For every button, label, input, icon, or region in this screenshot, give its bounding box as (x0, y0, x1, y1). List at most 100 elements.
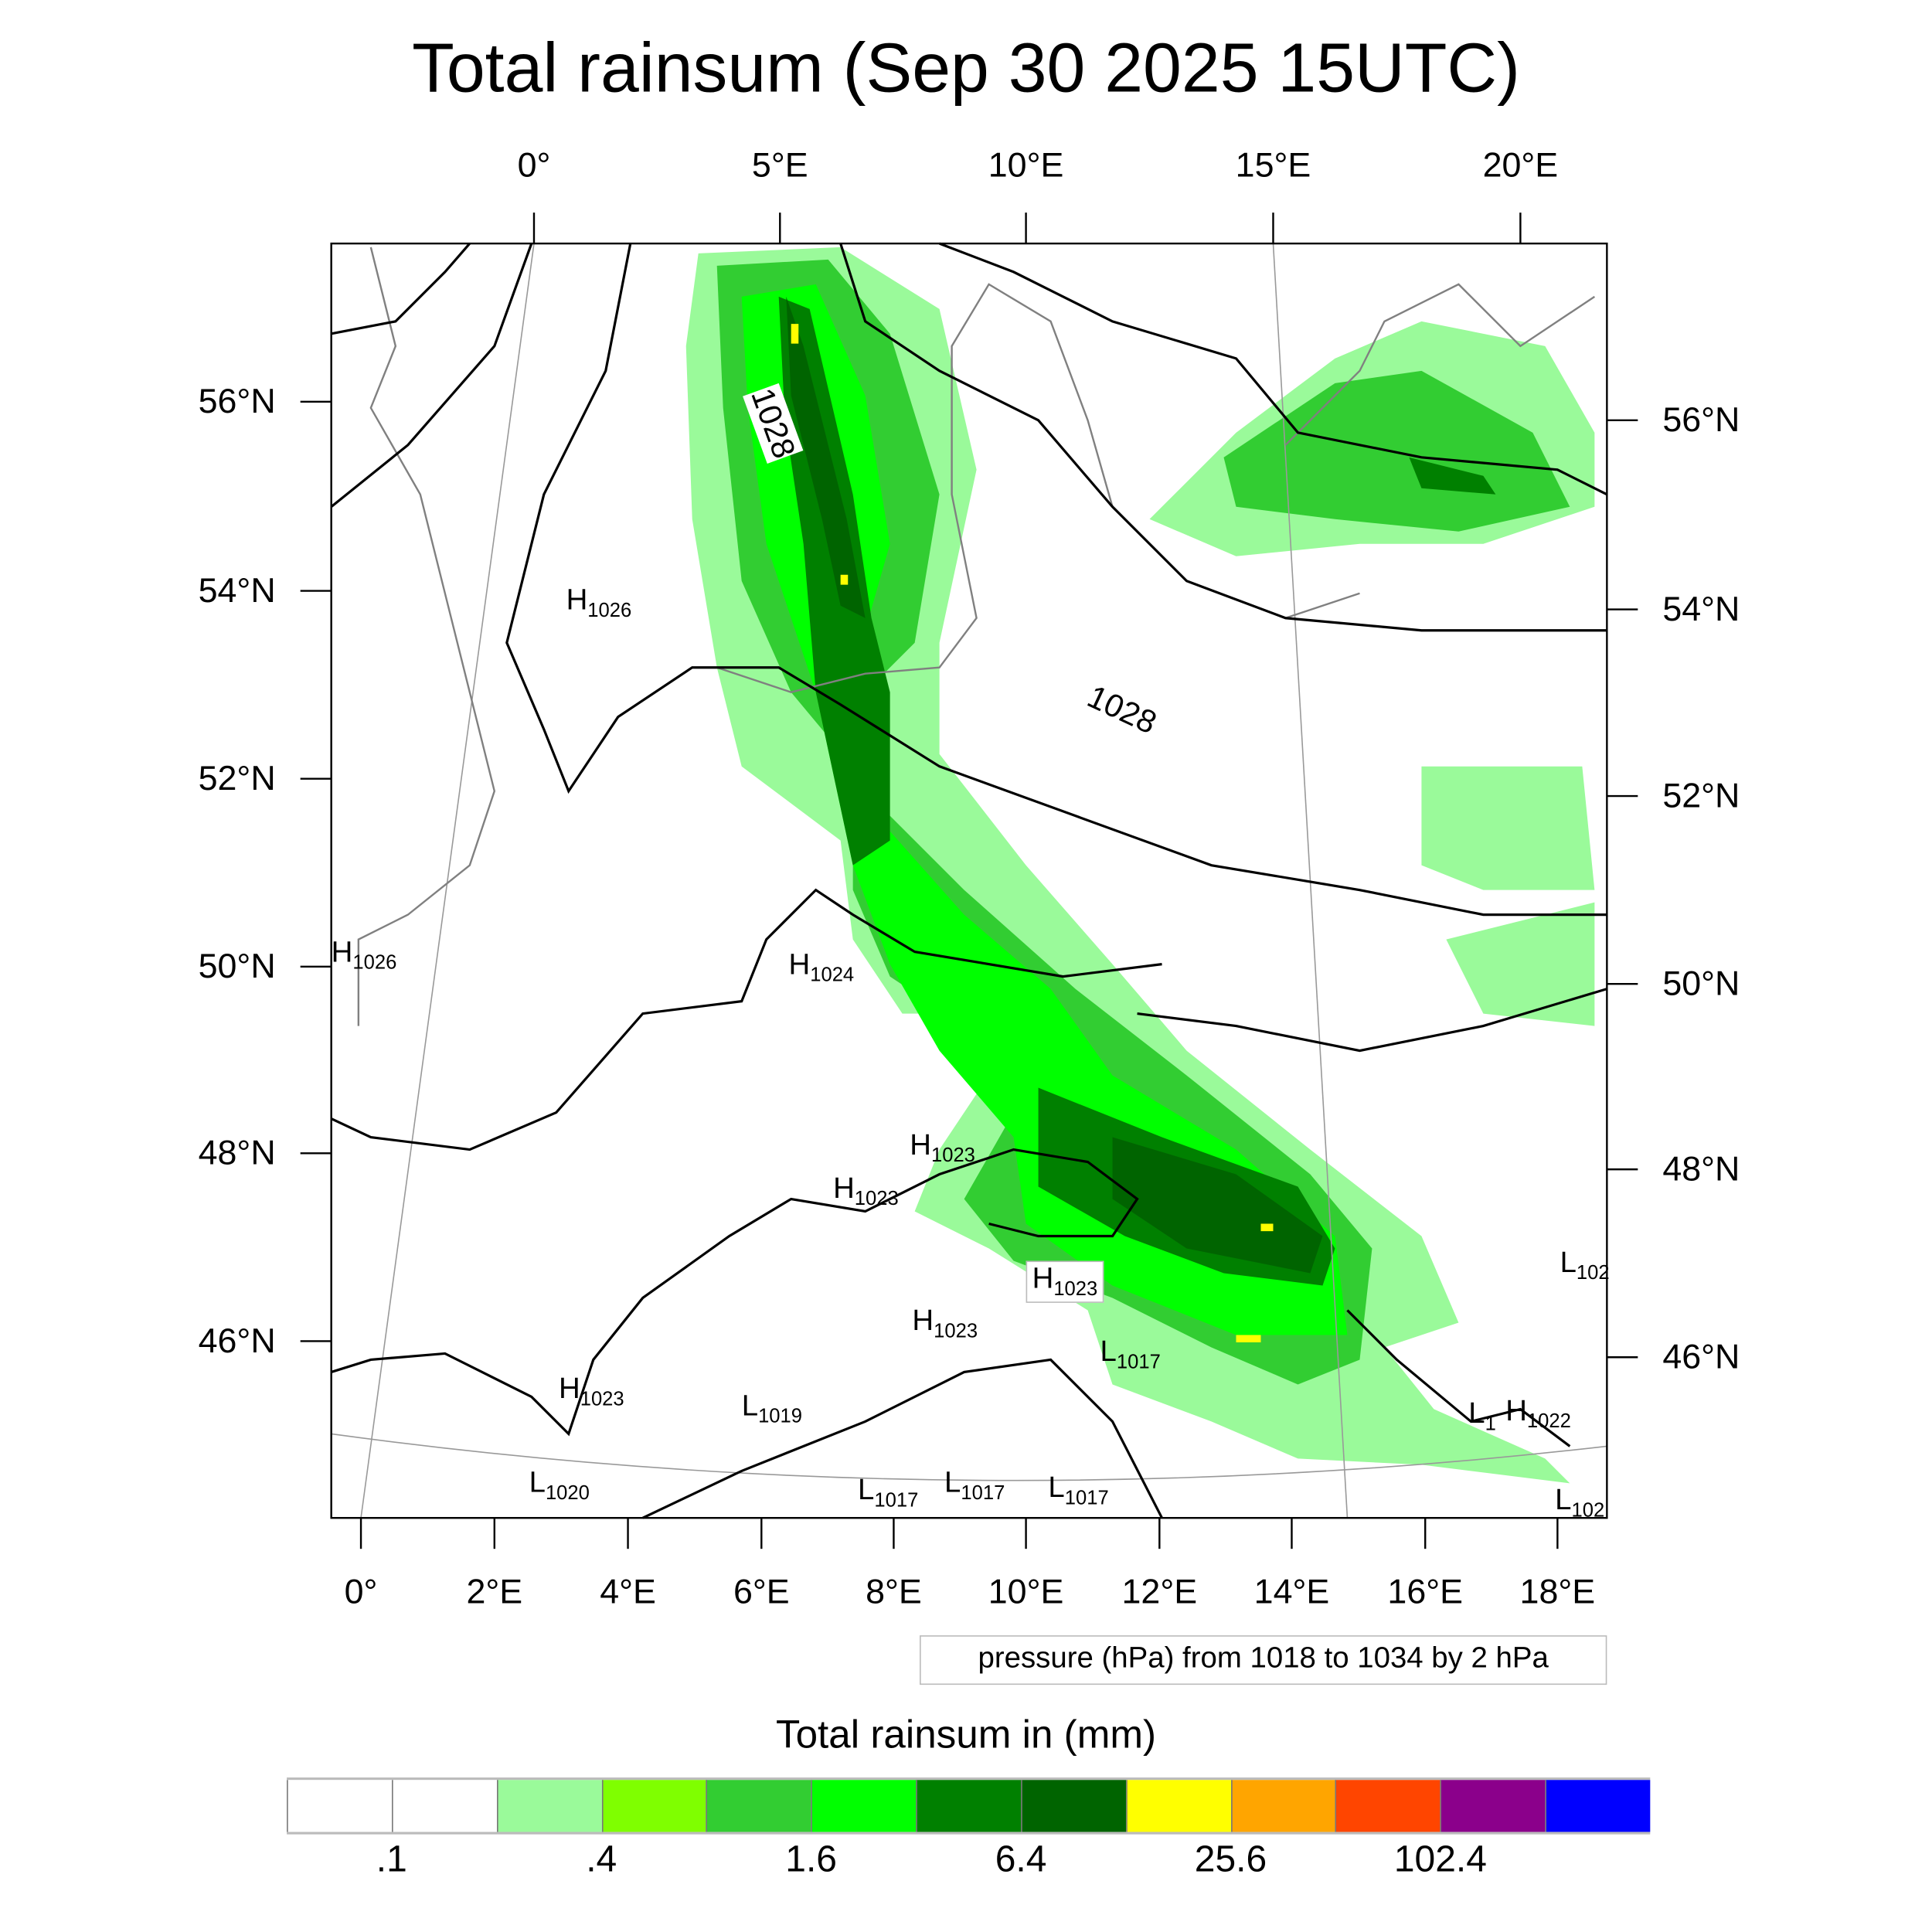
pressure-center-value: 1017 (961, 1483, 1005, 1505)
pressure-center-type: L (1555, 1483, 1572, 1517)
bottom-lon-tick-label: 6°E (733, 1572, 790, 1611)
pressure-center-value: 1017 (1064, 1488, 1109, 1509)
top-lon-tick-label: 0° (517, 145, 551, 185)
pressure-center-value: 1019 (758, 1406, 803, 1428)
pressure-center-value: 1023 (934, 1321, 978, 1342)
pressure-center-value: 1024 (810, 964, 855, 987)
pressure-center-type: L (1048, 1471, 1065, 1505)
pressure-center-value: 1026 (587, 600, 632, 622)
right-lat-tick-label: 46°N (1662, 1337, 1740, 1376)
right-lat-tick-label: 54°N (1662, 589, 1740, 628)
colorbar-tick-label: 25.6 (1194, 1839, 1267, 1880)
rain-east-dark (1409, 457, 1496, 495)
pressure-center-value: 1023 (930, 1145, 975, 1167)
pressure-center-type: L (858, 1473, 875, 1507)
pressure-center-label: H1024 (788, 948, 854, 988)
pressure-center-type: H (331, 935, 353, 970)
pressure-center-value: 1023 (1053, 1279, 1098, 1301)
pressure-center-label: L1020 (529, 1466, 590, 1505)
colorbar-title: Total rainsum in (mm) (775, 1712, 1157, 1757)
colorbar (287, 1777, 1651, 1835)
left-lat-tick-label: 52°N (198, 759, 276, 798)
pressure-center-type: L (1468, 1396, 1485, 1430)
pressure-center-label: L1017 (944, 1466, 1005, 1505)
colorbar-tick-label: 6.4 (995, 1839, 1047, 1880)
colorbar-swatch (287, 1780, 392, 1832)
colorbar-tick-label: 102.4 (1393, 1839, 1487, 1880)
pressure-center-label: H1026 (566, 583, 632, 623)
bottom-lon-tick-label: 8°E (866, 1572, 922, 1611)
colorbar-swatch (601, 1780, 706, 1832)
colorbar-tick-label: .1 (376, 1839, 407, 1880)
left-lat-tick-label: 48°N (198, 1133, 276, 1172)
pressure-center-label: L1017 (1100, 1335, 1161, 1374)
colorbar-swatch (391, 1780, 497, 1832)
colorbar-swatch (1230, 1780, 1336, 1832)
pressure-center-value: 1017 (874, 1490, 919, 1512)
colorbar-swatch (1021, 1780, 1126, 1832)
colorbar-swatch (496, 1780, 602, 1832)
pressure-center-label: H1023 (1026, 1260, 1104, 1303)
pressure-center-type: H (1505, 1394, 1527, 1428)
colorbar-swatch (916, 1780, 1022, 1832)
colorbar-swatch (706, 1780, 811, 1832)
rain-band-dark (778, 296, 1335, 1286)
pressure-center-type: H (912, 1304, 934, 1338)
contour-info-box: pressure (hPa) from 1018 to 1034 by 2 hP… (920, 1635, 1607, 1685)
colorbar-swatch (1125, 1780, 1231, 1832)
pressure-center-label: H1026 (332, 936, 397, 975)
right-lat-tick-label: 48°N (1662, 1149, 1740, 1189)
bottom-lon-tick-label: 14°E (1253, 1572, 1330, 1611)
bottom-lon-tick-label: 12°E (1121, 1572, 1198, 1611)
right-lat-tick-label: 56°N (1662, 400, 1740, 439)
left-lat-tick-label: 54°N (198, 570, 276, 610)
colorbar-swatch (1440, 1780, 1546, 1832)
colorbar-tick-label: .4 (586, 1839, 617, 1880)
pressure-center-value: 102 (1571, 1500, 1605, 1522)
pressure-center-value: 1022 (1526, 1411, 1571, 1433)
pressure-center-label: H1023 (912, 1304, 978, 1343)
pressure-center-label: H1023 (559, 1372, 624, 1411)
pressure-center-value: 1020 (545, 1483, 590, 1505)
left-lat-tick-label: 46°N (198, 1321, 276, 1360)
colorbar-swatch (811, 1780, 917, 1832)
bottom-lon-tick-label: 16°E (1387, 1572, 1464, 1611)
pressure-center-value: 1 (1485, 1413, 1496, 1435)
plot-frame (330, 242, 1608, 1519)
pressure-center-type: H (788, 947, 811, 982)
top-lon-tick-label: 20°E (1482, 145, 1559, 185)
pressure-center-type: L (1560, 1246, 1577, 1280)
bottom-lon-tick-label: 4°E (600, 1572, 656, 1611)
pressure-center-value: 1017 (1116, 1352, 1161, 1373)
pressure-contours (330, 242, 1608, 1519)
pressure-center-type: H (833, 1172, 855, 1206)
pressure-center-type: H (1032, 1262, 1054, 1296)
pressure-center-type: H (558, 1372, 580, 1406)
top-lon-tick-label: 5°E (751, 145, 808, 185)
pressure-center-type: H (566, 583, 588, 617)
pressure-center-label: L102 (1555, 1483, 1604, 1522)
pressure-center-type: L (944, 1466, 961, 1500)
chart-title: Total rainsum (Sep 30 2025 15UTC) (412, 28, 1520, 107)
pressure-center-label: L1017 (1048, 1471, 1108, 1510)
tick-marks (300, 213, 1638, 1549)
left-lat-tick-label: 50°N (198, 947, 276, 985)
pressure-center-value: 1023 (854, 1189, 899, 1210)
left-lat-tick-label: 56°N (198, 382, 276, 420)
pressure-center-label: L1019 (742, 1389, 802, 1429)
colorbar-tick-label: 1.6 (785, 1839, 837, 1880)
colorbar-swatch (1545, 1780, 1651, 1832)
pressure-center-value: 102 (1576, 1263, 1610, 1284)
pressure-center-type: L (529, 1466, 546, 1500)
pressure-center-type: L (1100, 1335, 1117, 1369)
colorbar-swatch (1335, 1780, 1440, 1832)
pressure-center-label: H1023 (910, 1128, 975, 1168)
pressure-center-type: H (910, 1128, 931, 1162)
top-lon-tick-label: 10°E (988, 145, 1064, 185)
bottom-lon-tick-label: 0° (344, 1572, 378, 1611)
meridian-0 (360, 243, 535, 1519)
right-lat-tick-label: 50°N (1662, 964, 1740, 1003)
top-lon-tick-label: 15°E (1235, 145, 1311, 185)
pressure-center-label: L102 (1560, 1246, 1610, 1285)
